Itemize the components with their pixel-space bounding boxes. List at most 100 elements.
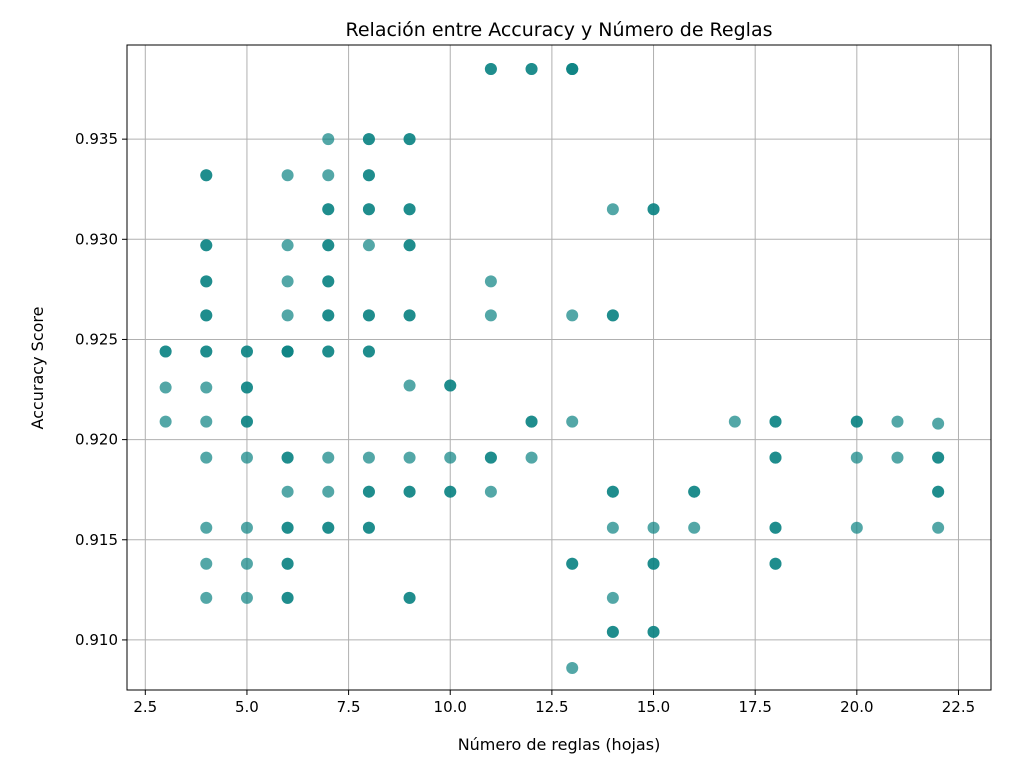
data-point bbox=[159, 415, 172, 428]
y-tick-label: 0.935 bbox=[75, 130, 118, 148]
data-point bbox=[322, 169, 335, 182]
data-point bbox=[606, 485, 619, 498]
grid-lines bbox=[127, 45, 991, 690]
data-point bbox=[484, 451, 497, 464]
data-point bbox=[403, 379, 416, 392]
x-axis-label: Número de reglas (hojas) bbox=[458, 735, 661, 754]
data-point bbox=[362, 485, 375, 498]
data-point bbox=[403, 203, 416, 216]
data-point bbox=[444, 451, 457, 464]
data-point bbox=[322, 275, 335, 288]
x-tick-label: 17.5 bbox=[738, 698, 771, 716]
data-point bbox=[200, 309, 213, 322]
data-point bbox=[240, 415, 253, 428]
data-point bbox=[688, 521, 701, 534]
x-tick-label: 7.5 bbox=[337, 698, 361, 716]
data-point bbox=[891, 415, 904, 428]
data-point bbox=[769, 557, 782, 570]
data-point bbox=[200, 521, 213, 534]
data-point bbox=[403, 591, 416, 604]
data-point bbox=[159, 345, 172, 358]
data-point bbox=[362, 345, 375, 358]
data-point bbox=[484, 309, 497, 322]
data-point bbox=[200, 169, 213, 182]
x-tick-label: 20.0 bbox=[840, 698, 873, 716]
data-point bbox=[281, 345, 294, 358]
data-point bbox=[606, 521, 619, 534]
y-tick-label: 0.910 bbox=[75, 631, 118, 649]
data-point bbox=[606, 591, 619, 604]
x-tick-label: 10.0 bbox=[434, 698, 467, 716]
data-point bbox=[484, 275, 497, 288]
x-tick-label: 15.0 bbox=[637, 698, 670, 716]
data-point bbox=[281, 521, 294, 534]
data-point bbox=[322, 485, 335, 498]
data-point bbox=[322, 345, 335, 358]
x-tick-label: 22.5 bbox=[942, 698, 975, 716]
data-point bbox=[403, 451, 416, 464]
data-point bbox=[606, 203, 619, 216]
data-point bbox=[403, 309, 416, 322]
data-point bbox=[362, 521, 375, 534]
data-point bbox=[200, 557, 213, 570]
data-point bbox=[200, 381, 213, 394]
data-point bbox=[403, 239, 416, 252]
data-point bbox=[850, 521, 863, 534]
data-point bbox=[281, 309, 294, 322]
data-point bbox=[240, 591, 253, 604]
data-point bbox=[362, 203, 375, 216]
y-axis-ticks: 0.910 0.915 0.920 0.925 0.930 0.935 bbox=[75, 130, 127, 649]
data-point bbox=[932, 521, 945, 534]
data-point bbox=[281, 275, 294, 288]
data-point bbox=[566, 661, 579, 674]
data-point bbox=[566, 63, 579, 76]
data-point bbox=[281, 591, 294, 604]
x-tick-label: 5.0 bbox=[235, 698, 259, 716]
data-point bbox=[240, 345, 253, 358]
data-point bbox=[200, 239, 213, 252]
data-point bbox=[525, 451, 538, 464]
data-point bbox=[444, 379, 457, 392]
data-point bbox=[728, 415, 741, 428]
data-point bbox=[525, 415, 538, 428]
data-point bbox=[932, 485, 945, 498]
data-point bbox=[281, 451, 294, 464]
data-points bbox=[159, 63, 945, 674]
data-point bbox=[484, 63, 497, 76]
data-point bbox=[281, 239, 294, 252]
data-point bbox=[403, 133, 416, 146]
data-point bbox=[322, 133, 335, 146]
data-point bbox=[647, 521, 660, 534]
data-point bbox=[403, 485, 416, 498]
y-tick-label: 0.920 bbox=[75, 431, 118, 449]
data-point bbox=[362, 239, 375, 252]
data-point bbox=[240, 451, 253, 464]
data-point bbox=[322, 451, 335, 464]
data-point bbox=[566, 557, 579, 570]
data-point bbox=[200, 451, 213, 464]
data-point bbox=[891, 451, 904, 464]
data-point bbox=[281, 485, 294, 498]
data-point bbox=[850, 451, 863, 464]
y-tick-label: 0.930 bbox=[75, 230, 118, 248]
data-point bbox=[159, 381, 172, 394]
data-point bbox=[566, 309, 579, 322]
data-point bbox=[769, 451, 782, 464]
data-point bbox=[769, 415, 782, 428]
data-point bbox=[362, 133, 375, 146]
y-axis-label: Accuracy Score bbox=[28, 307, 47, 430]
data-point bbox=[647, 625, 660, 638]
data-point bbox=[850, 415, 863, 428]
data-point bbox=[281, 169, 294, 182]
data-point bbox=[240, 521, 253, 534]
data-point bbox=[688, 485, 701, 498]
data-point bbox=[322, 239, 335, 252]
y-tick-label: 0.915 bbox=[75, 531, 118, 549]
data-point bbox=[200, 345, 213, 358]
chart-title: Relación entre Accuracy y Número de Regl… bbox=[346, 19, 773, 41]
data-point bbox=[647, 203, 660, 216]
data-point bbox=[525, 63, 538, 76]
x-tick-label: 2.5 bbox=[133, 698, 157, 716]
data-point bbox=[444, 485, 457, 498]
plot-frame bbox=[126, 44, 992, 691]
